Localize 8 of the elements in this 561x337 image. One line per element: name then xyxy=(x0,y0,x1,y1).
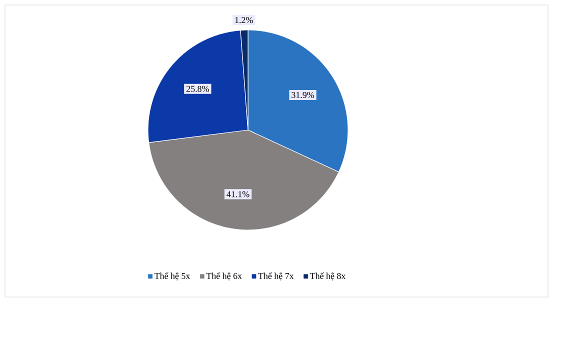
data-label: 25.8% xyxy=(186,86,209,92)
legend-label: Thế hệ 6x xyxy=(206,272,242,280)
data-label: 1.2% xyxy=(235,17,253,24)
legend-label: Thế hệ 7x xyxy=(258,272,294,280)
legend-label: Thế hệ 5x xyxy=(154,272,190,280)
data-label: 41.1% xyxy=(226,191,250,198)
legend-label: Thế hệ 8x xyxy=(310,272,346,280)
data-label: 31.9% xyxy=(292,92,314,98)
